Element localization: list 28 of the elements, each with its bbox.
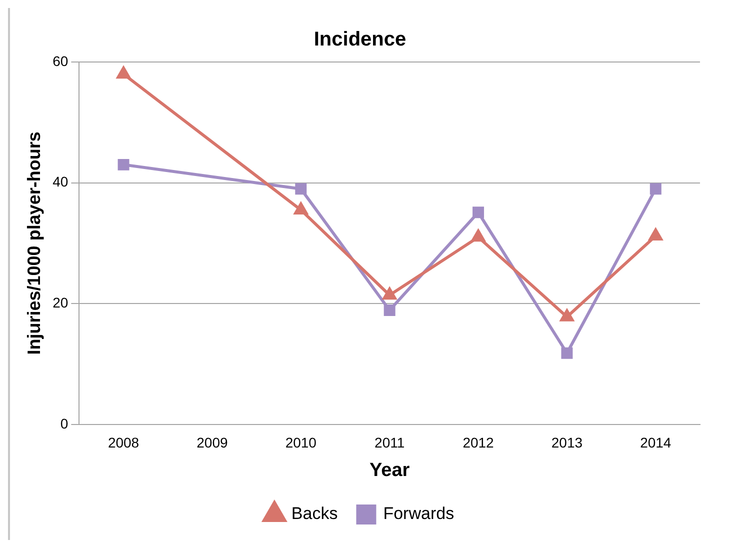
x-tick-label: 2008 — [108, 434, 140, 451]
point — [384, 304, 396, 316]
point — [294, 202, 308, 214]
point — [648, 228, 662, 240]
point — [382, 288, 396, 300]
x-tick-label: 2014 — [640, 434, 672, 451]
x-tick-label: 2013 — [551, 434, 583, 451]
point — [472, 230, 485, 242]
x-tick-label: 2010 — [285, 434, 317, 451]
point — [118, 158, 130, 170]
point — [650, 183, 662, 195]
y-tick-label: 20 — [52, 294, 68, 310]
x-tick-label: 2009 — [196, 434, 228, 451]
chart-title: Incidence — [314, 28, 406, 51]
y-tick-label: 60 — [52, 52, 68, 69]
x-axis-title: Year — [370, 460, 410, 481]
point — [560, 309, 574, 322]
point — [295, 183, 307, 195]
y-tick-label: 40 — [52, 174, 68, 190]
legend-label: Backs — [291, 504, 338, 524]
x-tick-label: 2011 — [374, 434, 405, 451]
y-tick-label: 0 — [60, 415, 68, 432]
y-axis-title: Injuries/1000 player-hours — [24, 132, 44, 355]
point — [116, 66, 130, 79]
x-tick-label: 2012 — [462, 434, 494, 451]
legend-label: Forwards — [383, 504, 454, 524]
point — [561, 347, 573, 359]
point — [472, 206, 484, 218]
